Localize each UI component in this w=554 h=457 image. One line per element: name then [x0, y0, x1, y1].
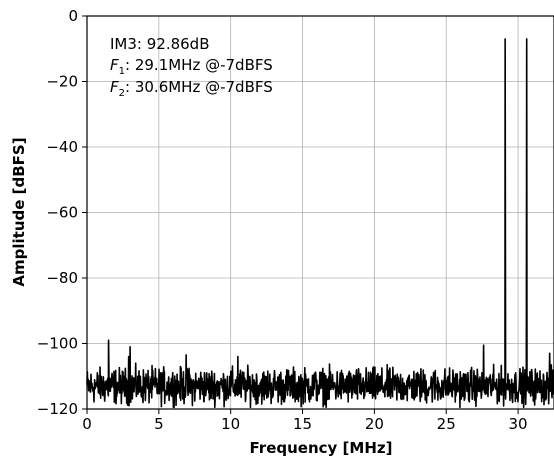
y-axis-ticks: 0 −20 −40 −60 −80 −100 −120 — [37, 7, 87, 418]
y-tick-label: 0 — [68, 7, 78, 25]
y-tick-label: −120 — [37, 400, 78, 418]
y-tick-label: −100 — [37, 335, 78, 353]
x-tick-label: 5 — [154, 415, 164, 433]
x-axis-label: Frequency [MHz] — [250, 439, 393, 457]
x-tick-label: 25 — [437, 415, 456, 433]
y-tick-label: −20 — [46, 73, 78, 91]
x-tick-label: 15 — [293, 415, 312, 433]
y-tick-label: −80 — [46, 269, 78, 287]
x-tick-label: 20 — [365, 415, 384, 433]
spectrum-trace — [86, 38, 554, 409]
x-tick-label: 0 — [82, 415, 92, 433]
y-tick-label: −60 — [46, 204, 78, 222]
x-tick-label: 10 — [221, 415, 240, 433]
annotation-im3: IM3: 92.86dB — [110, 35, 210, 53]
x-tick-label: 30 — [509, 415, 528, 433]
annotation-f1: F1: 29.1MHz @-7dBFS — [110, 56, 273, 77]
x-axis-ticks: 0 5 10 15 20 25 30 — [82, 409, 528, 433]
y-tick-label: −40 — [46, 138, 78, 156]
annotation-f2: F2: 30.6MHz @-7dBFS — [110, 78, 273, 99]
annotation-box: IM3: 92.86dB F1: 29.1MHz @-7dBFS F2: 30.… — [110, 35, 273, 99]
y-axis-label: Amplitude [dBFS] — [10, 137, 28, 286]
